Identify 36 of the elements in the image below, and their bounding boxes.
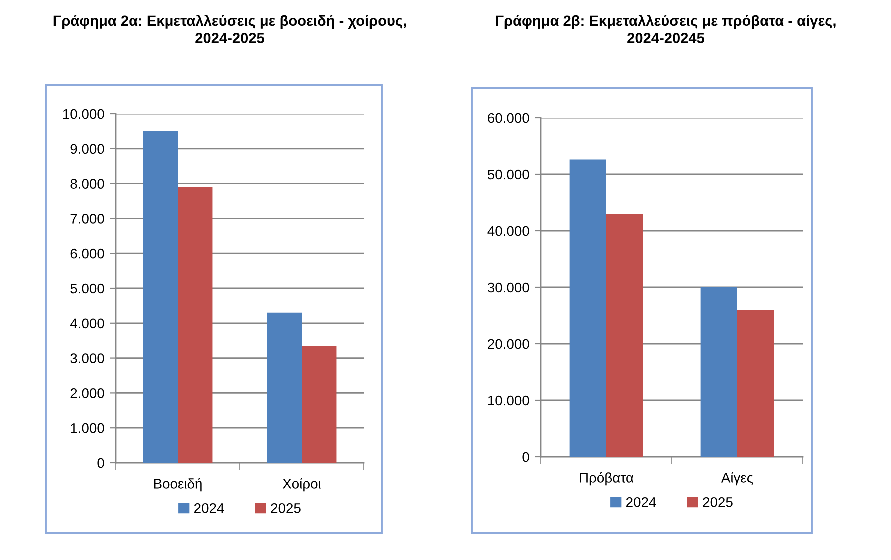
y-tick-label: 20.000 (488, 339, 530, 350)
bar (738, 310, 774, 457)
y-tick-label: 60.000 (488, 113, 530, 124)
y-tick-label: 40.000 (488, 226, 530, 236)
y-tick-label: 5.000 (70, 284, 104, 294)
bar (143, 131, 178, 463)
y-tick-label: 0 (522, 452, 530, 462)
y-tick-label: 3.000 (70, 354, 104, 364)
legend-label: 2024 (626, 497, 656, 508)
bar (267, 312, 302, 463)
chart-title: Γράφημα 2α: Εκμεταλλεύσεις με βοοειδή - χοίρους, 2024-2025 (54, 15, 406, 44)
legend-label: 2025 (703, 497, 733, 508)
y-tick-label: 50.000 (488, 170, 530, 180)
y-tick-label: 4.000 (70, 318, 104, 329)
x-tick-label: Χοίροι (282, 478, 321, 492)
y-tick-label: 8.000 (70, 179, 104, 189)
y-tick-label: 9.000 (70, 144, 104, 154)
y-tick-label: 6.000 (70, 248, 104, 259)
x-tick-label: Αίγες (721, 472, 754, 486)
y-tick-label: 0 (98, 458, 104, 468)
y-tick-label: 1.000 (71, 423, 104, 434)
y-tick-label: 10.000 (63, 109, 104, 120)
x-tick-label: Πρόβατα (580, 472, 634, 486)
legend-label: 2024 (194, 503, 224, 514)
bar (570, 160, 606, 457)
bar (700, 288, 738, 457)
y-tick-label: 2.000 (70, 388, 104, 398)
bar (302, 346, 337, 463)
chart-title: Γράφημα 2β: Εκμεταλλεύσεις με πρόβατα - αίγες, 2024-20245 (496, 15, 836, 44)
legend-label: 2025 (271, 503, 301, 514)
bar (606, 214, 644, 457)
bar (178, 187, 213, 463)
x-tick-label: Βοοειδή (154, 478, 202, 492)
y-tick-label: 30.000 (488, 282, 530, 293)
y-tick-label: 7.000 (70, 214, 104, 224)
y-tick-label: 10.000 (488, 396, 530, 406)
